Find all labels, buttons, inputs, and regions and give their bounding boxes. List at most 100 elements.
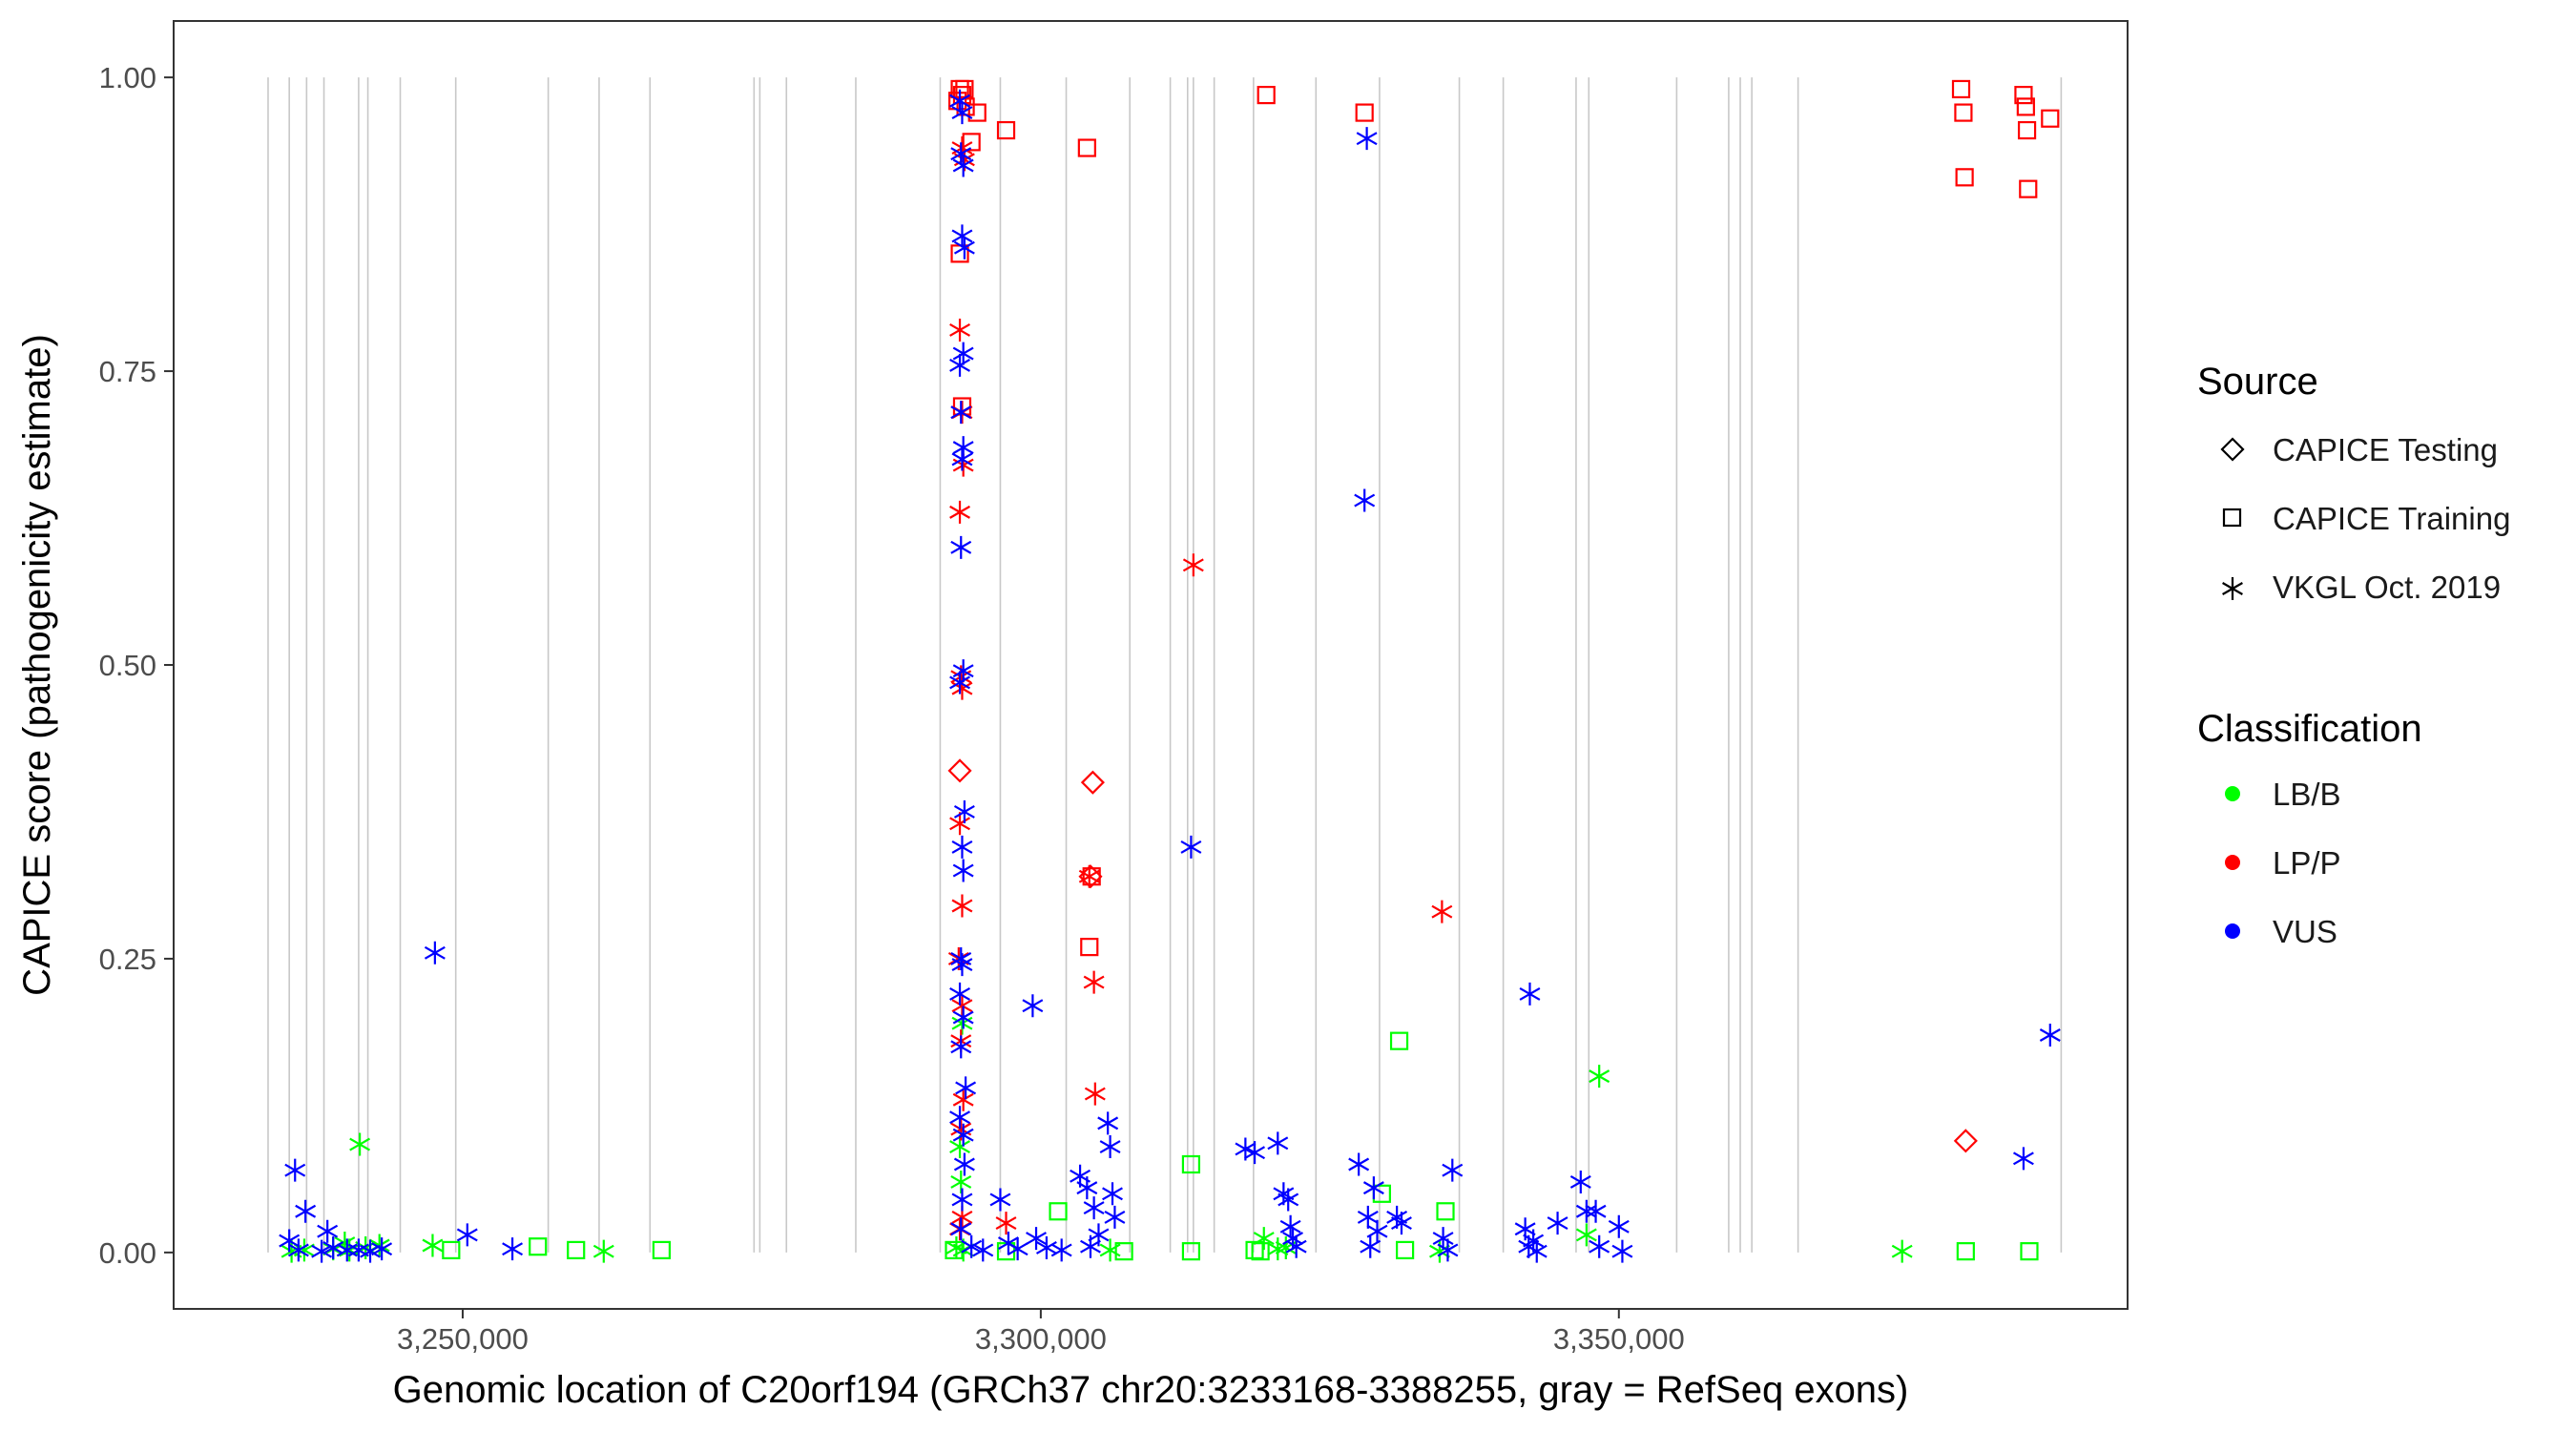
- point-asterisk-lpp: [949, 500, 970, 524]
- point-asterisk-vus: [1589, 1234, 1610, 1258]
- y-tick-label: 0.00: [99, 1236, 156, 1270]
- point-square-lpp: [2014, 86, 2033, 105]
- point-asterisk-vus: [1526, 1239, 1548, 1263]
- point-square-lbb: [1114, 1242, 1133, 1261]
- point-asterisk-vus: [949, 982, 970, 1006]
- point-asterisk-lpp: [951, 894, 973, 918]
- point-asterisk-vus: [949, 1106, 970, 1130]
- point-asterisk-vus: [955, 1076, 977, 1100]
- point-asterisk-vus: [1244, 1141, 1266, 1165]
- y-tick-label: 0.25: [99, 943, 156, 976]
- point-asterisk-vus: [953, 236, 975, 259]
- point-asterisk-vus: [1267, 1131, 1289, 1155]
- point-asterisk-vus: [951, 224, 973, 248]
- point-asterisk-vus: [1088, 1223, 1110, 1247]
- point-asterisk-lpp: [949, 318, 970, 342]
- point-asterisk-vus: [371, 1237, 393, 1261]
- legend-source-title: Source: [2197, 361, 2318, 403]
- point-square-lbb: [567, 1240, 586, 1260]
- point-asterisk-vus: [1611, 1239, 1633, 1263]
- point-diamond-lpp: [1953, 1129, 1978, 1153]
- point-asterisk-vus: [951, 1188, 973, 1212]
- point-asterisk-vus: [456, 1223, 478, 1247]
- point-asterisk-vus: [1442, 1158, 1464, 1182]
- legend-label-capice-training: CAPICE Training: [2273, 501, 2510, 536]
- legend-key-lbb: LB/B: [2225, 777, 2341, 812]
- point-asterisk-vus: [953, 799, 975, 823]
- point-asterisk-vus: [1575, 1199, 1597, 1223]
- point-square-lpp: [1082, 867, 1101, 886]
- legend-diamond-icon: [2220, 437, 2245, 462]
- point-asterisk-vus: [1285, 1234, 1307, 1258]
- point-asterisk-vus: [1104, 1205, 1126, 1229]
- point-asterisk-lbb: [949, 1135, 970, 1159]
- x-tick-label: 3,250,000: [397, 1322, 529, 1356]
- x-axis-label: Genomic location of C20orf194 (GRCh37 ch…: [393, 1369, 1909, 1411]
- legend: Source CAPICE Testing CAPICE Training VK…: [2197, 361, 2510, 949]
- point-square-lpp: [1955, 168, 1974, 187]
- point-asterisk-vus: [287, 1238, 309, 1262]
- point-square-lpp: [1954, 103, 1973, 122]
- point-asterisk-vus: [952, 436, 974, 460]
- point-asterisk-vus: [950, 142, 972, 166]
- point-square-lbb: [1956, 1242, 1975, 1261]
- y-tick-label: 1.00: [99, 61, 156, 94]
- point-square-lbb: [2020, 1242, 2039, 1261]
- point-asterisk-lpp: [1083, 970, 1105, 994]
- point-asterisk-lbb: [1267, 1237, 1289, 1261]
- point-asterisk-vus: [952, 859, 974, 882]
- point-asterisk-vus: [1432, 1227, 1454, 1251]
- point-asterisk-lpp: [1084, 1082, 1106, 1106]
- exon-lines: [267, 77, 2063, 1253]
- point-asterisk-vus: [311, 1239, 333, 1263]
- point-asterisk-vus: [1102, 1182, 1123, 1206]
- point-asterisk-vus: [2012, 1147, 2034, 1171]
- point-asterisk-vus: [284, 1158, 306, 1182]
- point-square-lpp: [1355, 103, 1374, 122]
- point-asterisk-lbb: [1891, 1239, 1913, 1263]
- point-asterisk-vus: [1547, 1212, 1568, 1235]
- point-asterisk-vus: [952, 1006, 974, 1029]
- legend-label-lbb: LB/B: [2273, 777, 2341, 812]
- point-asterisk-vus: [317, 1219, 339, 1243]
- point-square-lpp: [2016, 97, 2035, 116]
- point-square-lbb: [529, 1237, 548, 1256]
- point-asterisk-vus: [1235, 1137, 1257, 1161]
- point-asterisk-vus: [1007, 1237, 1028, 1261]
- point-diamond-lpp: [947, 758, 972, 783]
- point-square-lbb: [1436, 1202, 1455, 1221]
- point-asterisk-vus: [1437, 1238, 1459, 1262]
- legend-lbb-dot-icon: [2225, 786, 2240, 801]
- point-asterisk-vus: [952, 154, 974, 177]
- legend-classification-title: Classification: [2197, 708, 2422, 750]
- point-diamond-lpp: [1080, 770, 1105, 795]
- legend-asterisk-icon: [2222, 577, 2243, 600]
- point-square-lbb: [1396, 1240, 1415, 1260]
- point-square-lbb: [1389, 1031, 1409, 1050]
- point-asterisk-vus: [1360, 1234, 1381, 1258]
- legend-key-capice-training: CAPICE Training: [2222, 501, 2510, 536]
- point-asterisk-lbb: [592, 1239, 614, 1263]
- point-asterisk-vus: [295, 1199, 317, 1223]
- point-asterisk-vus: [1099, 1135, 1121, 1159]
- point-square-lpp: [2017, 120, 2037, 140]
- legend-key-lpp: LP/P: [2225, 845, 2341, 881]
- axes: 3,250,000 3,300,000 3,350,000 0.00 0.25 0.50 0…: [99, 61, 1685, 1356]
- point-asterisk-vus: [951, 447, 973, 471]
- point-asterisk-vus: [972, 1238, 994, 1262]
- point-asterisk-vus: [961, 1234, 983, 1258]
- point-square-lbb: [1181, 1242, 1201, 1261]
- point-asterisk-lbb: [1589, 1065, 1610, 1089]
- point-asterisk-vus: [279, 1229, 301, 1253]
- point-asterisk-vus: [360, 1239, 381, 1263]
- point-asterisk-vus: [1569, 1170, 1591, 1193]
- point-asterisk-lbb: [349, 1132, 371, 1156]
- point-square-lpp: [1257, 86, 1276, 105]
- legend-vus-dot-icon: [2225, 923, 2240, 939]
- point-asterisk-vus: [950, 535, 972, 559]
- point-asterisk-vus: [1356, 127, 1378, 151]
- point-asterisk-vus: [1278, 1188, 1299, 1212]
- legend-lpp-dot-icon: [2225, 855, 2240, 870]
- point-asterisk-vus: [1608, 1214, 1630, 1238]
- y-tick-label: 0.75: [99, 355, 156, 388]
